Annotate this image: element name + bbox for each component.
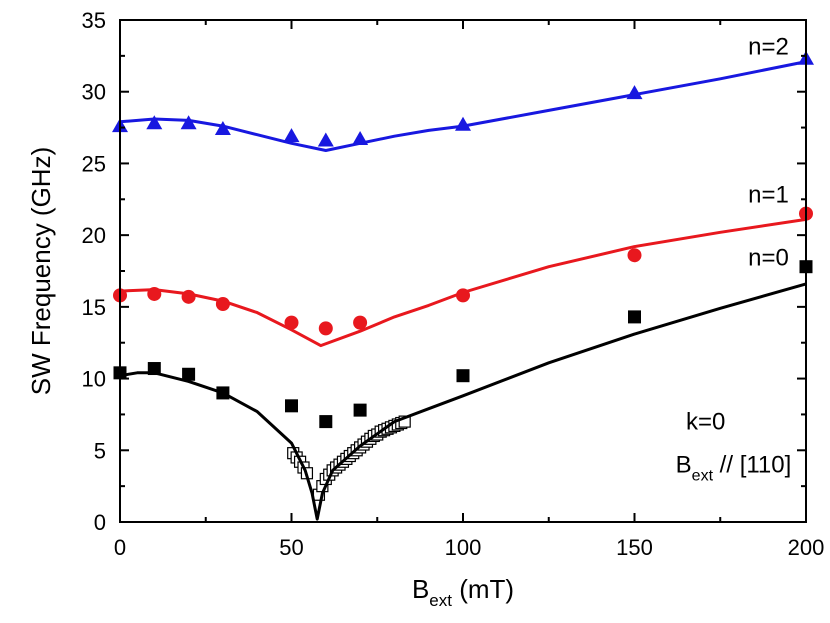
axis-ticks: [119, 19, 807, 523]
y-tick-label: 5: [94, 438, 106, 463]
data-point-series-2: [317, 132, 334, 147]
data-point-series-0: [628, 310, 641, 324]
x-axis-label: Bext (mT): [412, 574, 514, 610]
x-axis-label-main: B: [412, 574, 429, 604]
data-point-series-1: [284, 315, 299, 330]
data-point-series-0: [285, 399, 298, 413]
y-tick-label: 20: [82, 223, 106, 248]
field-annotation-main: B: [676, 452, 692, 479]
data-point-series-1: [318, 321, 333, 336]
data-point-series-0: [182, 367, 196, 381]
annotation-n2: n=2: [748, 34, 789, 61]
y-tick-label: 15: [82, 295, 106, 320]
x-tick-label: 150: [616, 535, 653, 560]
data-point-series-2: [214, 121, 231, 136]
y-tick-label: 10: [82, 367, 106, 392]
field-direction-annotation: Bext // [110]: [676, 452, 792, 485]
data-point-series-2: [146, 115, 163, 130]
field-annotation-sub: ext: [692, 468, 714, 485]
fit-curve-1: [119, 217, 807, 348]
y-tick-label: 25: [82, 151, 106, 176]
data-point-series-1: [353, 315, 368, 330]
x-tick-label: 100: [445, 535, 482, 560]
plot-frame: [119, 19, 807, 523]
annotation-n1: n=1: [748, 181, 789, 208]
x-tick-label: 200: [788, 535, 825, 560]
tick-labels: 0 50 100 150 200 0 5 10 15 20 25 30 35: [82, 8, 825, 560]
y-tick-label: 0: [94, 510, 106, 535]
y-axis-label: SW Frequency (GHz): [26, 147, 56, 396]
fit-curve-2: [119, 60, 807, 152]
x-axis-label-unit: (mT): [452, 574, 514, 604]
fit-curves: [119, 60, 807, 521]
x-axis-label-sub: ext: [429, 591, 452, 610]
data-point-series-3: [398, 415, 411, 428]
x-tick-label: 50: [279, 535, 303, 560]
data-point-series-0: [319, 415, 333, 429]
annotations: n=2 n=1 n=0 k=0: [686, 34, 789, 436]
data-point-series-2: [283, 128, 300, 143]
y-tick-label: 35: [82, 8, 106, 33]
x-tick-label: 0: [114, 535, 126, 560]
field-annotation-rest: // [110]: [713, 452, 791, 479]
annotation-k0: k=0: [686, 409, 725, 436]
data-point-series-2: [180, 115, 197, 130]
fit-curve-0: [119, 282, 807, 521]
annotation-n0: n=0: [748, 245, 789, 272]
data-point-series-0: [456, 369, 470, 383]
data-point-series-0: [353, 403, 367, 417]
y-tick-label: 30: [82, 80, 106, 105]
data-point-series-1: [627, 248, 642, 263]
